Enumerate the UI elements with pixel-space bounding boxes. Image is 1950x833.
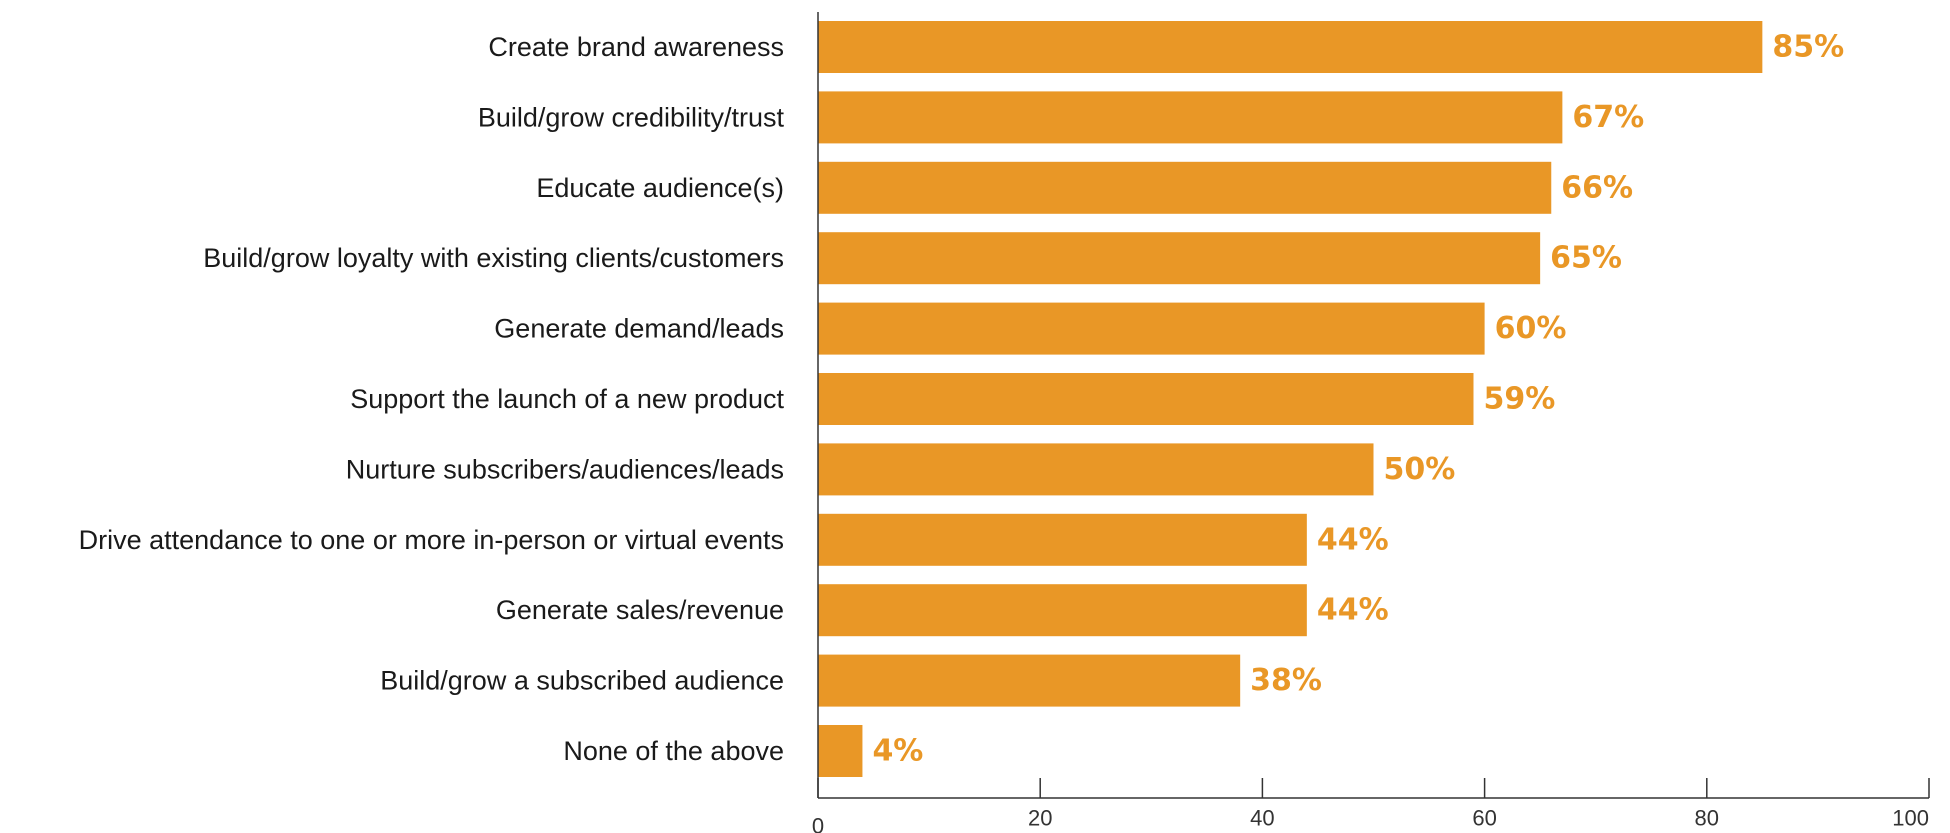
value-label: 65% — [1550, 241, 1622, 276]
category-label: Build/grow a subscribed audience — [380, 666, 784, 696]
x-tick-label: 60 — [1472, 806, 1496, 831]
category-labels: Create brand awareness Build/grow credibi… — [79, 32, 785, 766]
bar — [818, 513, 1307, 566]
value-label: 59% — [1483, 382, 1555, 417]
bar — [818, 91, 1563, 144]
value-label: 44% — [1317, 522, 1389, 557]
bar — [818, 584, 1307, 637]
category-label: Support the launch of a new product — [350, 384, 784, 414]
bar — [818, 725, 863, 777]
bars-group — [818, 21, 1763, 777]
value-label: 67% — [1572, 100, 1644, 135]
category-label: None of the above — [563, 736, 784, 766]
bar — [818, 654, 1241, 707]
bar — [818, 443, 1374, 496]
category-label: Generate sales/revenue — [496, 595, 784, 625]
category-label: Generate demand/leads — [494, 314, 784, 344]
value-label: 66% — [1561, 170, 1633, 205]
bar — [818, 21, 1763, 73]
x-tick-label: 0 — [812, 814, 824, 833]
value-label: 85% — [1772, 30, 1844, 65]
x-tick-label: 80 — [1695, 806, 1719, 831]
value-label: 44% — [1317, 593, 1389, 628]
x-tick-label: 40 — [1250, 806, 1274, 831]
x-tick-label: 20 — [1028, 806, 1052, 831]
value-label: 38% — [1250, 663, 1322, 698]
value-label: 4% — [872, 734, 923, 769]
value-labels: 85% 67% 66% 65% 60% 59% 50% 44% 44% 38% 4% — [872, 30, 1844, 769]
value-label: 50% — [1384, 452, 1456, 487]
category-label: Educate audience(s) — [536, 173, 784, 203]
category-label: Build/grow loyalty with existing clients… — [203, 243, 784, 273]
x-tick-label: 100 — [1892, 806, 1929, 831]
category-label: Create brand awareness — [488, 32, 784, 62]
bar — [818, 232, 1541, 285]
category-label: Build/grow credibility/trust — [478, 102, 785, 132]
bar — [818, 161, 1552, 214]
category-label: Drive attendance to one or more in-perso… — [79, 525, 784, 555]
value-label: 60% — [1495, 311, 1567, 346]
axes-group: 0 20 40 60 80 100 — [812, 12, 1930, 833]
category-label: Nurture subscribers/audiences/leads — [346, 454, 784, 484]
bar — [818, 373, 1474, 425]
bar — [818, 302, 1485, 355]
